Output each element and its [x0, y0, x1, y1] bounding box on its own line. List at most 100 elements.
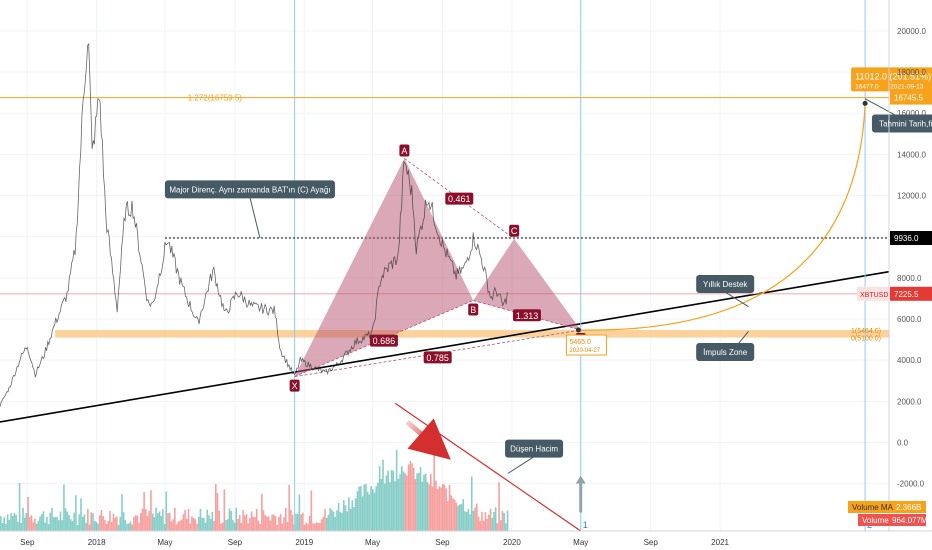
volume-bar — [216, 493, 219, 531]
volume-bar — [494, 507, 497, 531]
volume-bar — [368, 494, 371, 531]
volume-bar — [423, 474, 425, 531]
volume-bar — [136, 515, 139, 531]
callout-text: Yıllık Destek — [703, 280, 748, 289]
volume-bar — [389, 482, 391, 531]
volume-bar — [225, 520, 227, 531]
volume-bar — [411, 463, 413, 531]
volume-bar — [331, 509, 333, 531]
volume-bar — [313, 523, 316, 531]
volume-bar — [353, 506, 355, 531]
volume-bar — [351, 500, 354, 531]
volume-bar — [341, 512, 343, 531]
volume-bar — [332, 511, 335, 531]
volume-bar — [63, 484, 65, 531]
callout-box — [696, 342, 755, 361]
pattern-triangle-xab — [294, 158, 474, 377]
volume-bar — [168, 512, 171, 531]
x-axis: Sep 2018 May Sep 2019 May Sep 2020 May Sep 2021 — [0, 530, 932, 547]
callout-text: Major Direnç. Aynı zamanda BAT'ın (C) Ay… — [169, 185, 330, 194]
volume-bar — [228, 508, 231, 531]
callout-text: Tahmini Tarih,fiyat olasılığı — [879, 119, 932, 128]
volume-box — [858, 514, 926, 526]
volume-bar — [141, 508, 144, 531]
volume-bar — [90, 512, 93, 531]
pattern-ratio-label: 1.313 — [516, 311, 539, 321]
volume-bar — [80, 498, 82, 531]
volume-bar — [51, 507, 53, 531]
volume-bar — [52, 517, 55, 531]
volume-bar — [467, 508, 470, 531]
support-zone-band — [55, 330, 890, 338]
volume-bar — [127, 523, 130, 531]
pattern-ratio-line — [294, 329, 581, 378]
x-tick-label: May — [365, 538, 380, 547]
volume-label: Volume — [862, 516, 889, 525]
volume-bar — [371, 489, 374, 531]
volume-bar — [266, 516, 268, 531]
volume-ma-value: 2.366B — [896, 503, 921, 512]
volume-bar — [165, 491, 168, 531]
symbol-tag-label: XBTUSD — [860, 292, 888, 299]
volume-bar — [373, 492, 376, 531]
volume-bar — [276, 524, 279, 531]
volume-bar — [121, 493, 123, 531]
pattern-ratio-label: 0.686 — [373, 336, 396, 346]
pattern-ratio-label: 0.785 — [426, 353, 449, 363]
volume-bar — [261, 493, 263, 531]
trendline — [0, 270, 890, 423]
volume-bar — [429, 473, 432, 531]
volume-bar — [232, 520, 234, 531]
volume-bar — [455, 502, 458, 531]
volume-bar — [58, 520, 60, 531]
volume-bar — [105, 523, 108, 531]
volume-bar — [418, 473, 420, 531]
volume-bar — [180, 519, 183, 531]
volume-bar — [440, 487, 442, 531]
projection-title: 11012.0 (201.51%) in 504d — [855, 71, 932, 81]
volume-bar — [64, 508, 67, 531]
volume-bar — [122, 512, 125, 531]
volume-bar — [158, 511, 161, 531]
volume-bars — [0, 450, 509, 531]
volume-bar — [13, 512, 16, 531]
volume-bar — [305, 522, 308, 531]
volume-bar — [476, 503, 478, 531]
volume-bar — [273, 514, 275, 531]
volume-bar — [20, 522, 23, 531]
x-tick-label: 2021 — [711, 538, 729, 547]
volume-bar — [486, 518, 488, 531]
volume-bar — [279, 513, 282, 531]
pattern-ratio-box — [445, 192, 474, 205]
pattern-ratio-box — [423, 351, 452, 364]
volume-bar — [34, 518, 36, 531]
volume-bar — [226, 519, 229, 531]
volume-bar — [107, 520, 110, 531]
volume-bar — [87, 508, 89, 531]
annotations: Major Direnç. Aynı zamanda BAT'ın (C) Ay… — [164, 98, 932, 532]
fib-level-label: 0(5100.0) — [851, 336, 881, 343]
volume-bar — [324, 508, 326, 531]
volume-bar — [247, 523, 250, 531]
volume-bar — [262, 510, 265, 531]
volume-bar — [75, 495, 77, 531]
volume-bar — [104, 519, 106, 531]
volume-bar — [380, 478, 383, 531]
volume-bar — [209, 518, 212, 531]
volume-bar — [310, 490, 313, 531]
volume-bar — [112, 513, 115, 531]
volume-bar — [288, 484, 290, 531]
volume-bar — [465, 511, 468, 531]
trendline-line — [0, 270, 890, 423]
volume-bar — [375, 486, 377, 531]
up-arrow-head — [575, 475, 586, 484]
volume-bar — [66, 511, 69, 531]
volume-bar — [319, 523, 321, 531]
volume-bar — [390, 470, 393, 531]
volume-bar — [199, 508, 202, 531]
volume-bar — [126, 523, 128, 531]
volume-bar — [35, 523, 38, 531]
y-axis-value-box — [890, 231, 932, 246]
volume-bar — [307, 523, 309, 531]
